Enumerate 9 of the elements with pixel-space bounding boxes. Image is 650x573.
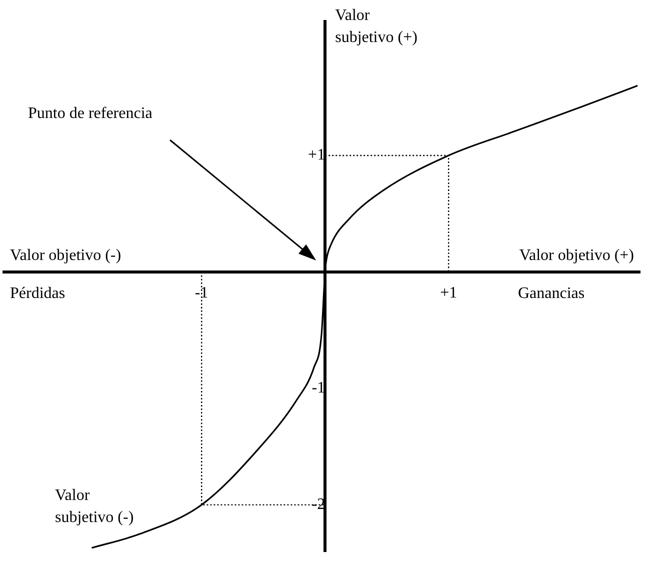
y-tick-label: +1 bbox=[308, 146, 326, 164]
y-tick-label: -1 bbox=[312, 380, 326, 397]
annotation: Punto de referencia bbox=[28, 105, 152, 122]
annotation: Valor subjetivo (-) bbox=[55, 487, 134, 526]
annotation: Pérdidas bbox=[10, 284, 66, 302]
annotation: Ganancias bbox=[518, 284, 585, 302]
x-axis-title: Valor objetivo (+) bbox=[519, 246, 634, 264]
y-axis-title: Valor subjetivo (+) bbox=[335, 7, 418, 46]
annotation: Valor objetivo (-) bbox=[10, 246, 122, 264]
